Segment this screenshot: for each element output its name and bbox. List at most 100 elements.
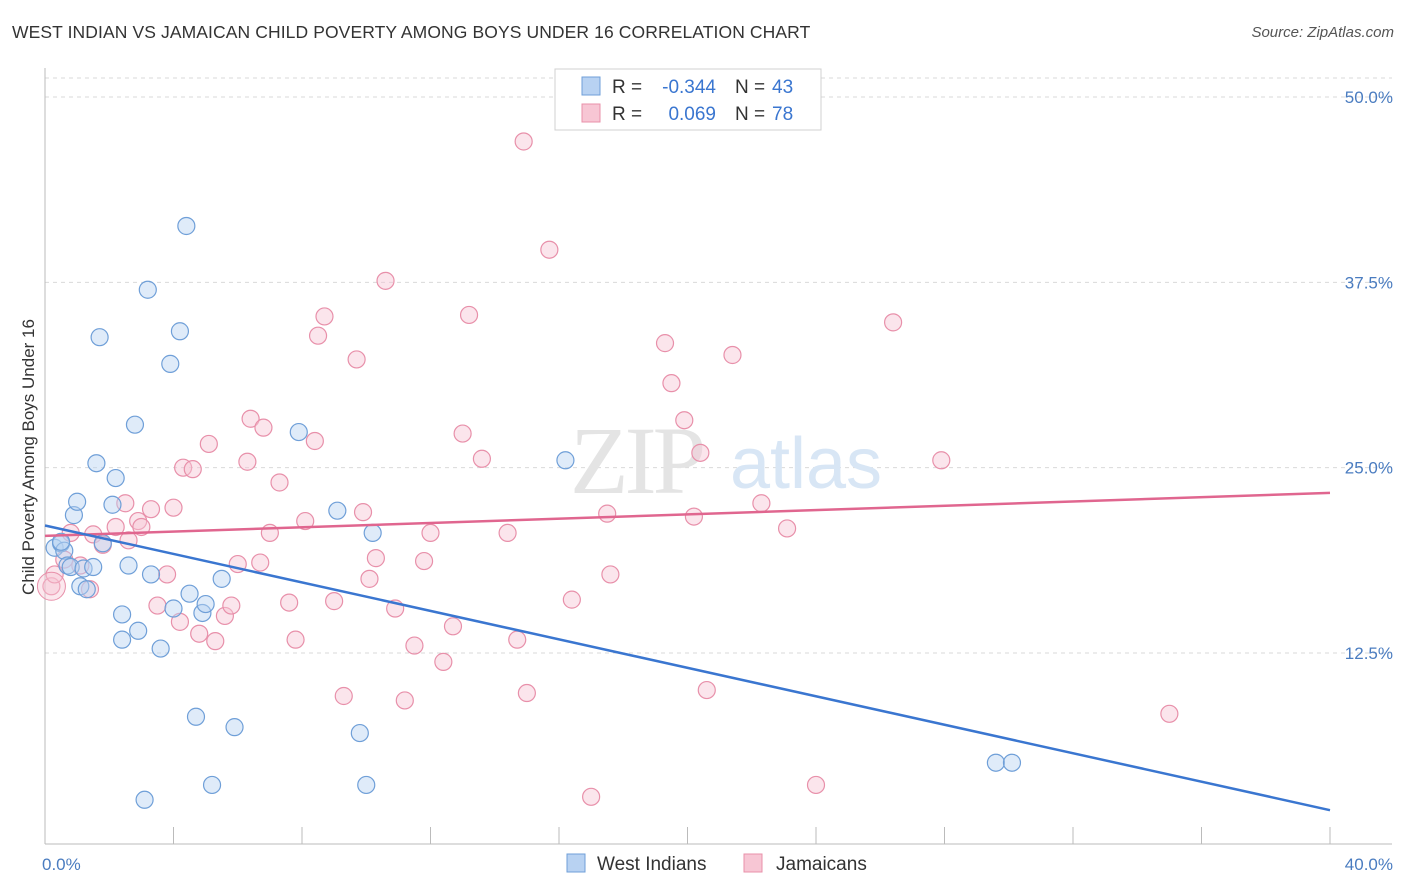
west-indians-point-24 bbox=[141, 565, 161, 584]
west-indians-point-40 bbox=[357, 775, 376, 795]
legend-swatch-west-indians bbox=[581, 76, 601, 96]
y-tick-label-1: 25.0% bbox=[1345, 459, 1393, 478]
jamaicans-point-56 bbox=[508, 630, 527, 649]
west-indians-trend-line bbox=[44, 524, 1331, 812]
jamaicans-point-70 bbox=[723, 345, 742, 365]
west-indians-point-31 bbox=[186, 707, 206, 726]
west-indians-point-27 bbox=[164, 599, 183, 618]
west-indians-point-16 bbox=[106, 468, 125, 488]
jamaicans-point-24 bbox=[222, 596, 241, 615]
jamaicans-point-22 bbox=[206, 632, 225, 651]
jamaicans-point-19 bbox=[183, 460, 202, 479]
y-tick-label-0: 12.5% bbox=[1345, 644, 1393, 663]
jamaicans-point-50 bbox=[434, 652, 453, 671]
jamaicans-trend-line bbox=[44, 491, 1331, 538]
jamaicans-point-63 bbox=[601, 565, 620, 584]
legend-r-label-1: R = bbox=[612, 77, 642, 98]
correlation-legend: R = -0.344 N = 43 R = 0.069 N = 78 bbox=[554, 68, 822, 131]
legend-r-value-1: -0.344 bbox=[662, 77, 716, 98]
west-indians-point-41 bbox=[363, 523, 382, 543]
jamaicans-point-32 bbox=[280, 593, 299, 612]
west-indians-point-10 bbox=[77, 580, 96, 599]
jamaicans-point-52 bbox=[453, 424, 472, 443]
west-indians-point-6 bbox=[64, 506, 84, 525]
jamaicans-point-60 bbox=[562, 590, 581, 609]
west-indians-point-43 bbox=[986, 753, 1006, 772]
legend-n-label-2: N = bbox=[735, 104, 765, 125]
source-label: Source: ZipAtlas.com bbox=[1251, 24, 1394, 41]
jamaicans-point-72 bbox=[777, 519, 797, 538]
west-indians-point-17 bbox=[112, 605, 132, 624]
jamaicans-point-39 bbox=[334, 686, 353, 706]
jamaicans-point-65 bbox=[662, 374, 681, 393]
jamaicans-point-76 bbox=[1160, 704, 1179, 723]
x-tick-labels: 0.0% 40.0% bbox=[42, 855, 1393, 874]
jamaicans-point-28 bbox=[251, 553, 270, 572]
west-indians-point-25 bbox=[151, 639, 170, 658]
jamaicans-point-48 bbox=[414, 551, 434, 571]
bottom-swatch-jamaicans bbox=[743, 853, 763, 873]
chart-title: WEST INDIAN VS JAMAICAN CHILD POVERTY AM… bbox=[12, 22, 811, 42]
jamaicans-point-37 bbox=[315, 307, 334, 326]
jamaicans-point-73 bbox=[806, 775, 826, 795]
jamaicans-point-13 bbox=[141, 500, 161, 519]
jamaicans-point-40 bbox=[347, 350, 366, 369]
west-indians-point-37 bbox=[289, 422, 308, 442]
west-indians-point-19 bbox=[119, 556, 138, 575]
jamaicans-point-53 bbox=[459, 305, 479, 325]
legend-r-value-2: 0.069 bbox=[668, 104, 716, 125]
legend-n-value-1: 43 bbox=[772, 77, 793, 98]
west-indians-point-21 bbox=[129, 621, 148, 640]
west-indians-point-42 bbox=[556, 451, 575, 470]
jamaicans-point-0 bbox=[42, 577, 61, 596]
watermark-zip: ZIP bbox=[570, 407, 703, 514]
west-indians-point-30 bbox=[180, 584, 199, 603]
bottom-legend-west-indians: West Indians bbox=[597, 854, 706, 875]
west-indians-point-28 bbox=[170, 322, 190, 341]
jamaicans-point-51 bbox=[443, 617, 463, 636]
y-tick-labels: 12.5% 25.0% 37.5% 50.0% bbox=[1345, 88, 1393, 663]
jamaicans-point-43 bbox=[366, 549, 385, 568]
watermark: ZIP atlas bbox=[570, 407, 882, 514]
jamaicans-point-20 bbox=[190, 624, 209, 643]
jamaicans-point-18 bbox=[174, 458, 193, 477]
y-tick-label-3: 50.0% bbox=[1345, 88, 1393, 107]
jamaicans-point-large bbox=[36, 571, 66, 601]
jamaicans-point-67 bbox=[684, 507, 704, 526]
west-indians-point-18 bbox=[112, 630, 132, 649]
x-tick-label-0: 0.0% bbox=[42, 855, 81, 874]
jamaicans-point-44 bbox=[376, 271, 395, 290]
west-indians-point-4 bbox=[51, 532, 71, 551]
legend-r-label-2: R = bbox=[612, 104, 642, 125]
jamaicans-point-62 bbox=[598, 504, 617, 523]
jamaicans-point-36 bbox=[308, 326, 328, 345]
jamaicans-point-58 bbox=[517, 683, 536, 703]
jamaicans-point-35 bbox=[305, 431, 324, 451]
west-indians-point-11 bbox=[84, 557, 103, 577]
jamaicans-point-47 bbox=[405, 636, 424, 655]
jamaicans-point-64 bbox=[655, 334, 675, 353]
legend-n-value-2: 78 bbox=[772, 104, 793, 125]
jamaicans-point-31 bbox=[270, 473, 289, 492]
west-indians-point-29 bbox=[177, 216, 196, 236]
y-tick-label-2: 37.5% bbox=[1345, 273, 1393, 292]
west-indians-point-20 bbox=[125, 415, 145, 434]
jamaicans-point-38 bbox=[325, 592, 344, 611]
jamaicans-point-15 bbox=[157, 565, 177, 584]
west-indians-point-13 bbox=[90, 328, 109, 347]
legend-swatch-jamaicans bbox=[581, 103, 601, 123]
jamaicans-point-41 bbox=[353, 503, 373, 522]
jamaicans-point-74 bbox=[883, 313, 903, 332]
bottom-legend-jamaicans: Jamaicans bbox=[776, 854, 867, 875]
jamaicans-points bbox=[36, 132, 1179, 806]
jamaicans-point-71 bbox=[752, 494, 771, 513]
jamaicans-point-14 bbox=[148, 596, 167, 615]
jamaicans-point-34 bbox=[296, 511, 315, 531]
jamaicans-point-54 bbox=[472, 449, 491, 468]
west-indians-point-38 bbox=[328, 501, 347, 520]
west-indians-point-33 bbox=[196, 594, 215, 614]
west-indians-points bbox=[45, 216, 1022, 809]
jamaicans-point-75 bbox=[932, 451, 951, 470]
jamaicans-point-1 bbox=[45, 565, 64, 584]
